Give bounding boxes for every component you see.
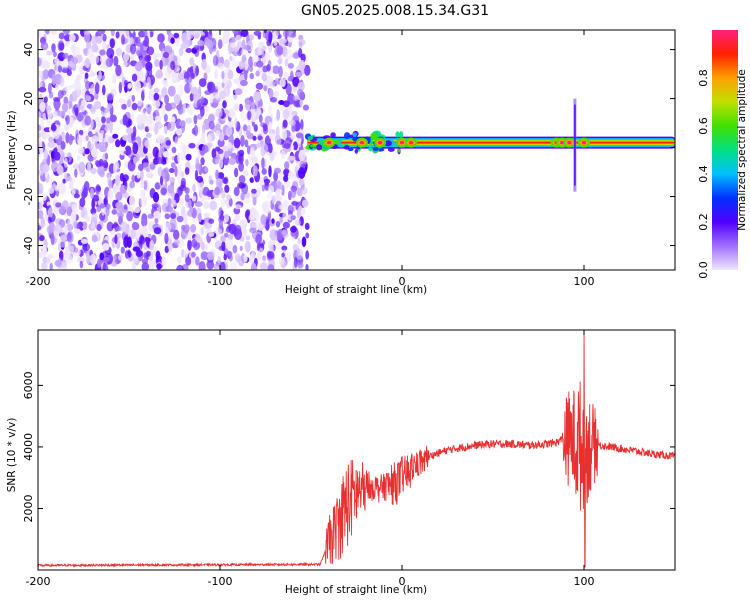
noise-speckle-layer (38, 30, 311, 270)
colorbar: 0.0 0.2 0.4 0.6 0.8 Normalized spectral ampl… (697, 30, 748, 279)
colorbar-label: Normalized spectral amplitude (736, 69, 748, 230)
snr-frame (37, 329, 676, 571)
spectrogram-x-tick-label: 100 (574, 275, 595, 288)
chart-title: GN05.2025.008.15.34.G31 (301, 3, 489, 19)
snr-y-tick-label: 6000 (22, 371, 35, 399)
snr-y-tick-label: 4000 (22, 433, 35, 461)
snr-x-tick-label: -100 (208, 575, 233, 588)
snr-panel: -200 -100 0 100 2000 4000 6000 Height of strai… (6, 329, 676, 596)
spectrogram-y-tick-label: 40 (22, 43, 35, 57)
spectrogram-x-tick-label: -100 (208, 275, 233, 288)
spectrogram-x-tick-label: -200 (26, 275, 51, 288)
colorbar-gradient (712, 30, 738, 270)
spectrogram-y-tick-label: -20 (22, 188, 35, 206)
spectrogram-frame (37, 29, 676, 271)
colorbar-tick-label: 0.2 (697, 213, 710, 231)
ridge-layer (304, 98, 675, 192)
snr-x-label: Height of straight line (km) (285, 584, 427, 596)
spectrogram-x-label: Height of straight line (km) (285, 284, 427, 296)
colorbar-tick-label: 0.8 (697, 69, 710, 87)
spectrogram-x-tick-label: 0 (399, 275, 406, 288)
spectrogram-y-tick-label: 0 (22, 144, 35, 151)
snr-x-tick-label: 100 (574, 575, 595, 588)
spectrogram-y-tick-label: -40 (22, 237, 35, 255)
spectrogram-y-tick-label: 20 (22, 92, 35, 106)
colorbar-ticks: 0.0 0.2 0.4 0.6 0.8 (697, 69, 710, 279)
colorbar-tick-label: 0.6 (697, 117, 710, 135)
colorbar-tick-label: 0.0 (697, 261, 710, 279)
snr-x-tick-label: -200 (26, 575, 51, 588)
snr-x-tick-label: 0 (399, 575, 406, 588)
snr-y-tick-label: 2000 (22, 494, 35, 522)
snr-y-label: SNR (10 * v/v) (6, 418, 18, 493)
colorbar-tick-label: 0.4 (697, 165, 710, 183)
snr-ticks: -200 -100 0 100 2000 4000 6000 (22, 330, 675, 588)
snr-series-line (38, 330, 675, 568)
spectrogram-y-label: Frequency (Hz) (6, 110, 18, 189)
